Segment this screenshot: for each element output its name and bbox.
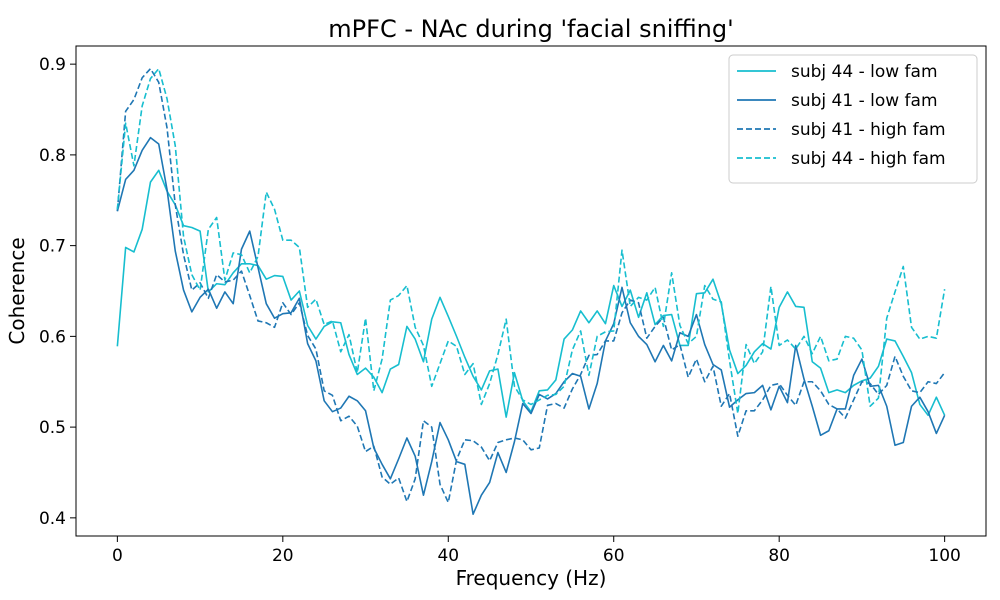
x-axis: 0 20 40 60 80 100 [112,536,961,566]
legend-label: subj 41 - high fam [791,120,946,140]
series-line-4 [116,67,946,415]
legend: subj 44 - low fam subj 41 - low fam subj 4… [728,54,978,184]
plot-frame [75,45,987,537]
y-tick-label: 0.8 [39,146,66,166]
series-line-1 [116,169,946,418]
legend-label: subj 41 - low fam [791,91,938,111]
x-tick-label: 60 [603,546,625,566]
legend-label: subj 44 - high fam [791,149,946,169]
x-tick-label: 0 [112,546,123,566]
y-tick-label: 0.7 [39,237,66,257]
x-tick-label: 80 [768,546,790,566]
y-tick-label: 0.5 [39,418,66,438]
x-tick-label: 40 [437,546,459,566]
x-tick-label: 100 [928,546,960,566]
series-line-3 [116,67,946,504]
y-axis-label: Coherence [5,237,29,344]
x-tick-label: 20 [272,546,294,566]
y-tick-label: 0.6 [39,327,66,347]
x-axis-label: Frequency (Hz) [456,566,607,590]
series-layer [116,67,946,516]
legend-label: subj 44 - low fam [791,62,938,82]
y-tick-label: 0.9 [39,55,66,75]
series-line-2 [116,136,946,516]
y-axis: 0.4 0.5 0.6 0.7 0.8 0.9 [39,55,76,529]
y-tick-label: 0.4 [39,509,66,529]
legend-box [728,54,978,184]
chart-title: mPFC - NAc during 'facial sniffing' [328,15,733,43]
